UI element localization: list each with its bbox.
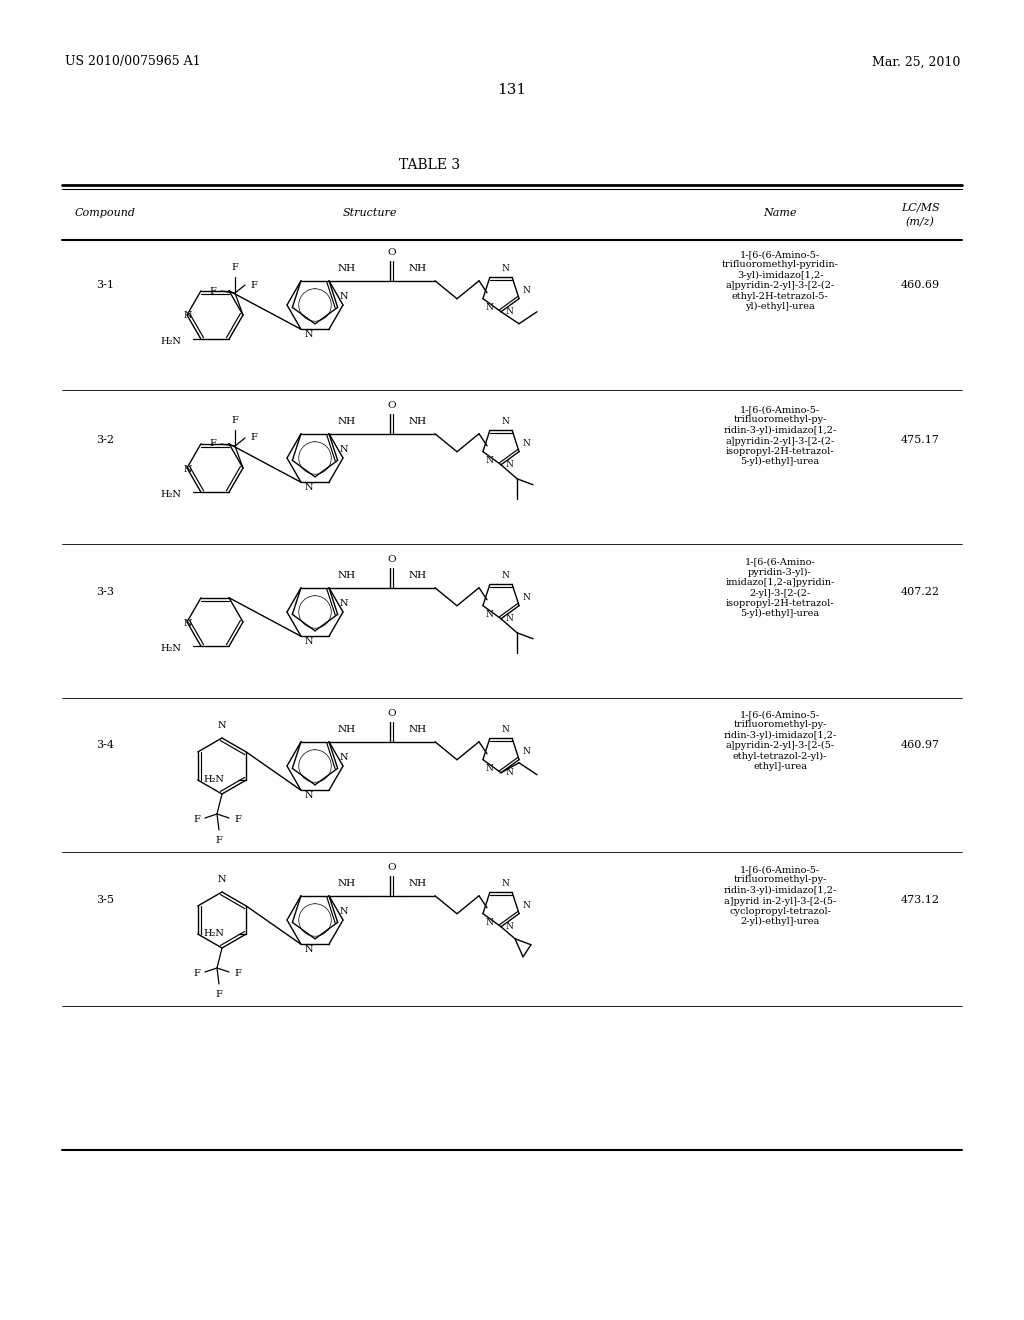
Text: N: N (183, 312, 193, 321)
Text: F: F (231, 416, 239, 425)
Text: N: N (502, 572, 509, 581)
Text: N: N (486, 917, 494, 927)
Text: NH: NH (338, 570, 355, 579)
Text: F: F (250, 433, 257, 442)
Text: NH: NH (409, 725, 427, 734)
Text: N: N (506, 614, 514, 623)
Text: F: F (234, 816, 241, 825)
Text: N: N (522, 438, 530, 447)
Text: NH: NH (338, 725, 355, 734)
Text: N: N (522, 747, 530, 755)
Text: O: O (387, 248, 395, 257)
Text: N: N (502, 726, 509, 734)
Text: N: N (486, 764, 494, 772)
Text: 473.12: 473.12 (900, 895, 939, 906)
Text: 1-[6-(6-Amino-
pyridin-3-yl)-
imidazo[1,2-a]pyridin-
2-yl]-3-[2-(2-
isopropyl-2H: 1-[6-(6-Amino- pyridin-3-yl)- imidazo[1,… (725, 557, 835, 619)
Text: N: N (486, 302, 494, 312)
Text: NH: NH (338, 417, 355, 426)
Text: N: N (304, 636, 313, 645)
Text: N: N (506, 923, 514, 931)
Text: N: N (486, 455, 494, 465)
Text: N: N (218, 721, 226, 730)
Text: 460.97: 460.97 (900, 741, 939, 750)
Text: F: F (194, 816, 200, 825)
Text: NH: NH (338, 879, 355, 888)
Text: O: O (387, 554, 395, 564)
Text: F: F (216, 836, 222, 845)
Text: N: N (183, 465, 193, 474)
Text: 131: 131 (498, 83, 526, 96)
Text: NH: NH (409, 417, 427, 426)
Text: N: N (522, 285, 530, 294)
Text: F: F (234, 969, 241, 978)
Text: N: N (340, 907, 348, 916)
Text: O: O (387, 863, 395, 871)
Text: US 2010/0075965 A1: US 2010/0075965 A1 (65, 55, 201, 69)
Text: N: N (502, 264, 509, 273)
Text: N: N (506, 308, 514, 317)
Text: N: N (304, 945, 313, 954)
Text: N: N (340, 754, 348, 763)
Text: N: N (522, 593, 530, 602)
Text: N: N (340, 445, 348, 454)
Text: F: F (216, 990, 222, 999)
Text: O: O (387, 401, 395, 409)
Text: 1-[6-(6-Amino-5-
trifluoromethyl-py-
ridin-3-yl)-imidazo[1,2-
a]pyrid in-2-yl]-3: 1-[6-(6-Amino-5- trifluoromethyl-py- rid… (723, 865, 837, 927)
Text: H₂N: H₂N (204, 776, 224, 784)
Text: Structure: Structure (343, 209, 397, 218)
Text: 1-[6-(6-Amino-5-
trifluoromethyl-py-
ridin-3-yl)-imidazo[1,2-
a]pyridin-2-yl]-3-: 1-[6-(6-Amino-5- trifluoromethyl-py- rid… (723, 405, 837, 466)
Text: N: N (304, 483, 313, 492)
Text: (m/z): (m/z) (905, 216, 935, 227)
Text: F: F (194, 969, 200, 978)
Text: F: F (231, 263, 239, 272)
Text: 3-4: 3-4 (96, 741, 114, 750)
Text: 475.17: 475.17 (900, 436, 939, 445)
Text: 460.69: 460.69 (900, 280, 940, 290)
Text: N: N (304, 330, 313, 339)
Text: NH: NH (409, 264, 427, 273)
Text: 407.22: 407.22 (900, 587, 939, 597)
Text: Name: Name (763, 209, 797, 218)
Text: Compound: Compound (75, 209, 135, 218)
Text: NH: NH (409, 570, 427, 579)
Text: N: N (522, 900, 530, 909)
Text: N: N (502, 879, 509, 888)
Text: O: O (387, 709, 395, 718)
Text: N: N (486, 610, 494, 619)
Text: 1-[6-(6-Amino-5-
trifluoromethyl-pyridin-
3-yl)-imidazo[1,2-
a]pyridin-2-yl]-3-[: 1-[6-(6-Amino-5- trifluoromethyl-pyridin… (722, 249, 839, 312)
Text: N: N (502, 417, 509, 426)
Text: F: F (250, 281, 257, 289)
Text: N: N (183, 619, 193, 627)
Text: TABLE 3: TABLE 3 (399, 158, 461, 172)
Text: F: F (209, 286, 216, 296)
Text: NH: NH (338, 264, 355, 273)
Text: H₂N: H₂N (204, 929, 224, 939)
Text: 3-1: 3-1 (96, 280, 114, 290)
Text: NH: NH (409, 879, 427, 888)
Text: F: F (209, 440, 216, 449)
Text: N: N (218, 875, 226, 884)
Text: N: N (340, 293, 348, 301)
Text: N: N (506, 768, 514, 777)
Text: 3-2: 3-2 (96, 436, 114, 445)
Text: H₂N: H₂N (160, 490, 181, 499)
Text: H₂N: H₂N (160, 337, 181, 346)
Text: N: N (304, 791, 313, 800)
Text: 3-5: 3-5 (96, 895, 114, 906)
Text: N: N (506, 461, 514, 469)
Text: 1-[6-(6-Amino-5-
trifluoromethyl-py-
ridin-3-yl)-imidazo[1,2-
a]pyridin-2-yl]-3-: 1-[6-(6-Amino-5- trifluoromethyl-py- rid… (723, 710, 837, 771)
Text: LC/MS: LC/MS (901, 203, 939, 213)
Text: H₂N: H₂N (160, 644, 181, 653)
Text: 3-3: 3-3 (96, 587, 114, 597)
Text: N: N (340, 599, 348, 609)
Text: Mar. 25, 2010: Mar. 25, 2010 (871, 55, 961, 69)
